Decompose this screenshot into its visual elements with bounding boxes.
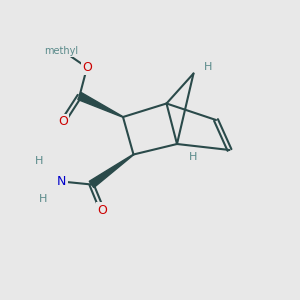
Text: H: H xyxy=(189,152,198,163)
Text: H: H xyxy=(35,155,43,166)
Polygon shape xyxy=(89,154,134,188)
Text: O: O xyxy=(97,203,107,217)
Text: H: H xyxy=(204,62,213,73)
Polygon shape xyxy=(78,92,123,117)
Text: N: N xyxy=(57,175,66,188)
Text: O: O xyxy=(82,61,92,74)
Text: H: H xyxy=(39,194,48,205)
Text: O: O xyxy=(58,115,68,128)
Text: methyl: methyl xyxy=(44,46,79,56)
